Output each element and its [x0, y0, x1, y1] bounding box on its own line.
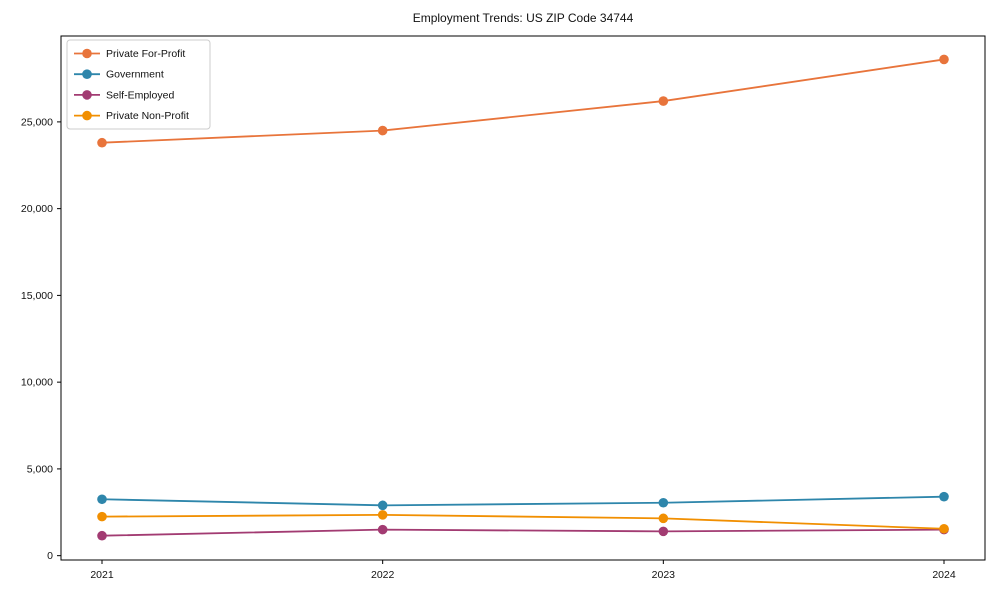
data-point-private-non-profit-2021[interactable]: [97, 511, 107, 522]
y-tick-label: 0: [47, 550, 53, 562]
data-point-government-2023[interactable]: [658, 497, 669, 508]
legend-label-private-for-profit[interactable]: Private For-Profit: [106, 48, 185, 60]
series-line-private-for-profit: [101, 58, 945, 144]
plot-border: [60, 35, 986, 561]
legend-marker-private-non-profit: [82, 110, 92, 121]
legend-marker-government: [82, 69, 92, 79]
x-tick-label: 2021: [90, 569, 114, 581]
x-tick-label: 2022: [371, 569, 395, 581]
data-point-private-non-profit-2023[interactable]: [658, 513, 669, 524]
legend-label-government[interactable]: Government: [106, 69, 164, 81]
legend: Private For-Profit Government Self-Employe…: [66, 39, 211, 130]
legend-box: [66, 39, 211, 130]
series-line-self-employed: [101, 528, 945, 537]
data-point-private-for-profit-2021[interactable]: [97, 137, 107, 148]
y-tick-label: 20,000: [21, 203, 53, 215]
plot-area: 0 5,000 10,000 15,000 20,000 25,000 2021 2022 20…: [21, 35, 986, 581]
data-point-self-employed-2021[interactable]: [97, 530, 107, 541]
x-tick-label: 2024: [932, 569, 956, 581]
y-tick-label: 25,000: [21, 116, 53, 128]
data-point-self-employed-2022[interactable]: [377, 524, 388, 535]
legend-label-self-employed[interactable]: Self-Employed: [106, 89, 174, 101]
y-tick-label: 15,000: [21, 290, 53, 302]
data-point-government-2024[interactable]: [939, 491, 949, 502]
legend-marker-self-employed: [82, 90, 92, 100]
y-tick-label: 5,000: [27, 463, 53, 475]
data-point-private-non-profit-2022[interactable]: [377, 510, 388, 520]
data-point-private-for-profit-2022[interactable]: [377, 125, 388, 136]
series-line-private-non-profit: [101, 513, 945, 530]
y-tick-label: 10,000: [21, 377, 53, 389]
data-point-government-2021[interactable]: [97, 494, 107, 505]
series-line-government: [101, 495, 945, 507]
chart-title: Employment Trends: US ZIP Code 34744: [413, 11, 634, 25]
data-point-private-non-profit-2024[interactable]: [939, 523, 949, 534]
data-point-private-for-profit-2023[interactable]: [658, 96, 669, 106]
data-point-government-2022[interactable]: [377, 500, 388, 511]
data-point-self-employed-2023[interactable]: [658, 526, 669, 537]
data-point-private-for-profit-2024[interactable]: [939, 54, 949, 65]
legend-label-private-non-profit[interactable]: Private Non-Profit: [106, 110, 189, 122]
x-tick-label: 2023: [652, 569, 676, 581]
legend-marker-private-for-profit: [82, 48, 92, 59]
